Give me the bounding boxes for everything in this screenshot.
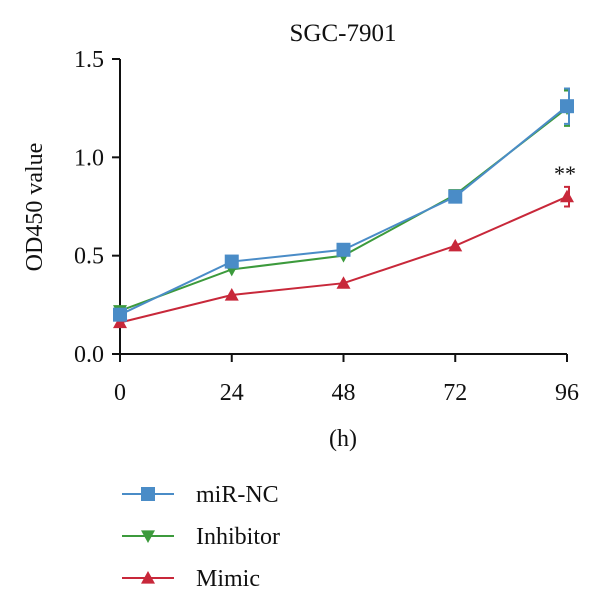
x-tick-label: 96 bbox=[555, 380, 579, 406]
data-point-mir-nc bbox=[448, 189, 463, 204]
series-layer bbox=[113, 87, 574, 329]
y-tick-label: 0.5 bbox=[74, 244, 104, 270]
data-point-mir-nc bbox=[224, 254, 239, 269]
series-mimic bbox=[113, 185, 574, 329]
y-tick-label: 0.0 bbox=[74, 342, 104, 368]
data-point-mimic bbox=[224, 288, 239, 301]
legend-marker-inhibitor bbox=[141, 530, 155, 543]
data-point-mimic bbox=[113, 315, 127, 329]
data-point-mimic bbox=[336, 276, 351, 289]
legend-label-inhibitor: Inhibitor bbox=[196, 524, 280, 550]
x-tick-label: 0 bbox=[114, 380, 126, 406]
data-point-mimic bbox=[448, 238, 463, 252]
legend-label-mimic: Mimic bbox=[196, 566, 260, 592]
chart-title: SGC-7901 bbox=[290, 20, 397, 47]
y-tick-label: 1.0 bbox=[74, 145, 104, 171]
legend-label-mir-nc: miR-NC bbox=[196, 482, 279, 508]
y-ticks: 0.0 0.5 1.0 1.5 bbox=[74, 47, 120, 368]
legend-marker-mir-nc bbox=[141, 487, 155, 501]
series-mir-nc bbox=[113, 87, 574, 322]
data-point-mimic bbox=[560, 189, 574, 203]
legend-item-mir-nc: miR-NC bbox=[122, 482, 279, 508]
data-point-mir-nc bbox=[560, 99, 574, 114]
x-tick-label: 24 bbox=[220, 380, 244, 406]
legend: miR-NC Inhibitor Mimic bbox=[122, 482, 280, 592]
legend-item-inhibitor: Inhibitor bbox=[122, 524, 280, 550]
x-tick-label: 72 bbox=[443, 380, 467, 406]
x-tick-label: 48 bbox=[332, 380, 356, 406]
x-ticks: 0 24 48 72 96 bbox=[114, 354, 579, 406]
data-point-mir-nc bbox=[336, 242, 351, 257]
y-axis-label: OD450 value bbox=[22, 143, 48, 272]
legend-marker-mimic bbox=[141, 571, 155, 584]
data-point-mir-nc bbox=[113, 307, 127, 322]
legend-item-mimic: Mimic bbox=[122, 566, 260, 592]
x-axis-label: (h) bbox=[329, 426, 357, 452]
y-tick-label: 1.5 bbox=[74, 47, 104, 73]
significance-annotation: ** bbox=[554, 161, 576, 186]
